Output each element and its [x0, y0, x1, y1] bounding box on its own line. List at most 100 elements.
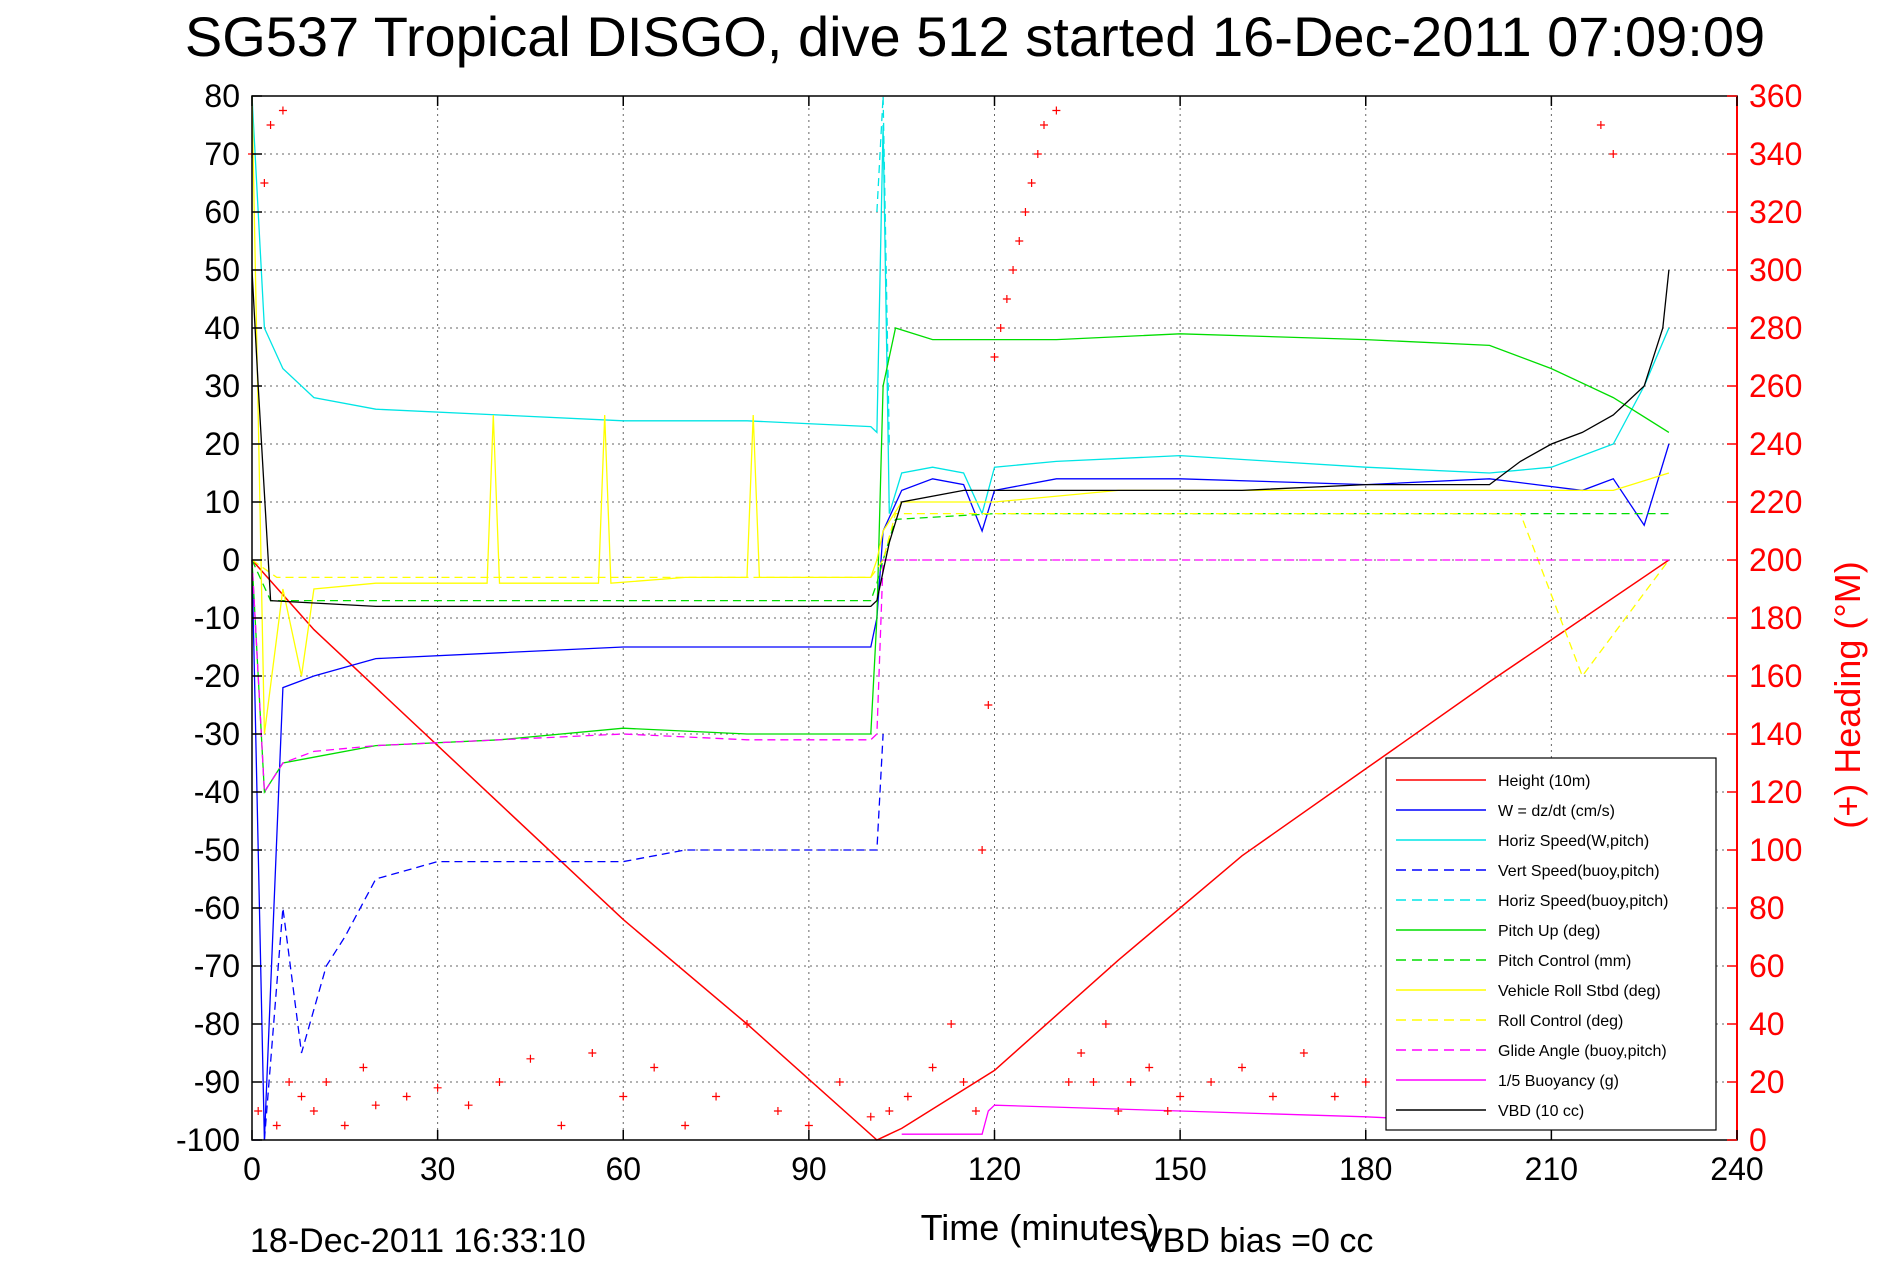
right-tick-label: 40	[1749, 1006, 1785, 1042]
right-tick-label: 140	[1749, 716, 1802, 752]
heading-marker	[1207, 1078, 1216, 1086]
footer-vbd-bias: VBD bias =0 cc	[1140, 1222, 1373, 1260]
heading-marker	[971, 1107, 980, 1115]
heading-marker	[984, 701, 993, 709]
plot-lines	[251, 95, 1670, 1141]
x-tick-label: 150	[1153, 1151, 1206, 1187]
right-tick-label: 100	[1749, 832, 1802, 868]
heading-marker	[928, 1063, 937, 1072]
heading-marker	[903, 1092, 912, 1101]
heading-marker	[272, 1121, 281, 1130]
heading-marker	[804, 1121, 813, 1130]
right-tick-label: 180	[1749, 600, 1802, 636]
legend-label: 1/5 Buoyancy (g)	[1498, 1073, 1619, 1090]
heading-marker	[254, 1107, 263, 1115]
heading-marker	[1002, 295, 1011, 303]
heading-marker	[1077, 1049, 1086, 1057]
heading-marker	[1268, 1092, 1277, 1101]
heading-marker	[340, 1121, 349, 1130]
x-tick-label: 120	[968, 1151, 1021, 1187]
heading-marker	[1238, 1063, 1246, 1072]
heading-marker	[495, 1078, 504, 1086]
chart-title: SG537 Tropical DISGO, dive 512 started 1…	[185, 5, 1765, 68]
heading-marker	[278, 106, 287, 115]
right-tick-label: 80	[1749, 890, 1785, 926]
legend-label: Roll Control (deg)	[1498, 1013, 1623, 1030]
right-tick-label: 160	[1749, 658, 1802, 694]
heading-marker	[619, 1092, 628, 1101]
series-line	[251, 443, 1670, 1141]
legend-label: Horiz Speed(buoy,pitch)	[1498, 893, 1668, 910]
right-tick-label: 60	[1749, 948, 1785, 984]
y-tick-label: 80	[204, 78, 240, 114]
series-line	[251, 95, 1670, 516]
legend-box	[1385, 757, 1717, 1131]
right-tick-label: 120	[1749, 774, 1802, 810]
heading-marker	[773, 1107, 782, 1115]
grid	[252, 96, 1737, 1140]
right-tick-label: 0	[1749, 1122, 1767, 1158]
y-tick-label: 20	[204, 426, 240, 462]
heading-marker	[1021, 208, 1030, 216]
y-tick-label: 70	[204, 136, 240, 172]
heading-marker	[588, 1049, 597, 1057]
heading-marker	[285, 1078, 294, 1086]
heading-marker	[996, 324, 1005, 332]
y-tick-label: -60	[194, 890, 240, 926]
legend-label: W = dz/dt (cm/s)	[1498, 803, 1615, 820]
heading-marker	[835, 1078, 844, 1086]
axes: 0 30 60 90 120 150 180 210 24080706050403020100-…	[176, 78, 1802, 1187]
x-tick-label: 240	[1710, 1151, 1763, 1187]
x-tick-label: 60	[605, 1151, 641, 1187]
heading-marker	[1015, 237, 1024, 245]
x-tick-label: 0	[243, 1151, 261, 1187]
heading-marker	[309, 1107, 318, 1115]
heading-marker	[947, 1020, 956, 1028]
legend-label: Horiz Speed(W,pitch)	[1498, 833, 1649, 850]
y-tick-label: 10	[204, 484, 240, 520]
heading-marker	[1009, 266, 1018, 274]
heading-marker	[433, 1083, 442, 1092]
right-tick-label: 200	[1749, 542, 1802, 578]
x-tick-label: 180	[1339, 1151, 1392, 1187]
y-tick-label: -40	[194, 774, 240, 810]
y-tick-label: -70	[194, 948, 240, 984]
heading-marker	[650, 1063, 659, 1072]
right-tick-label: 320	[1749, 194, 1802, 230]
right-tick-label: 280	[1749, 310, 1802, 346]
heading-marker	[526, 1054, 535, 1063]
heading-marks	[248, 106, 1649, 1130]
heading-marker	[371, 1101, 380, 1110]
y-tick-label: -20	[194, 658, 240, 694]
legend: Height (10m) W = dz/dt (cm/s) Horiz Speed(…	[1385, 757, 1717, 1131]
heading-marker	[712, 1092, 721, 1101]
right-tick-label: 340	[1749, 136, 1802, 172]
y-tick-label: -30	[194, 716, 240, 752]
footer-timestamp: 18-Dec-2011 16:33:10	[250, 1222, 586, 1260]
right-tick-label: 240	[1749, 426, 1802, 462]
heading-marker	[978, 846, 987, 854]
legend-label: Pitch Control (mm)	[1498, 953, 1631, 970]
legend-label: Pitch Up (deg)	[1498, 923, 1600, 940]
series-line	[251, 559, 1670, 1141]
right-tick-label: 220	[1749, 484, 1802, 520]
heading-marker	[322, 1078, 331, 1086]
series-line	[251, 269, 1670, 608]
series-line	[251, 512, 1670, 678]
heading-marker	[681, 1121, 690, 1130]
series-line	[251, 327, 1670, 795]
y-tick-label: 50	[204, 252, 240, 288]
y-tick-label: -80	[194, 1006, 240, 1042]
heading-marker	[1609, 150, 1618, 158]
legend-label: Vehicle Roll Stbd (deg)	[1498, 983, 1661, 1000]
legend-label: Glide Angle (buoy,pitch)	[1498, 1043, 1667, 1060]
heading-marker	[743, 1020, 751, 1028]
heading-marker	[1089, 1078, 1098, 1086]
heading-marker	[1361, 1078, 1370, 1086]
heading-marker	[402, 1092, 411, 1101]
heading-marker	[359, 1063, 368, 1072]
heading-marker	[959, 1078, 968, 1086]
heading-marker	[1101, 1020, 1110, 1028]
heading-marker	[1299, 1049, 1308, 1057]
